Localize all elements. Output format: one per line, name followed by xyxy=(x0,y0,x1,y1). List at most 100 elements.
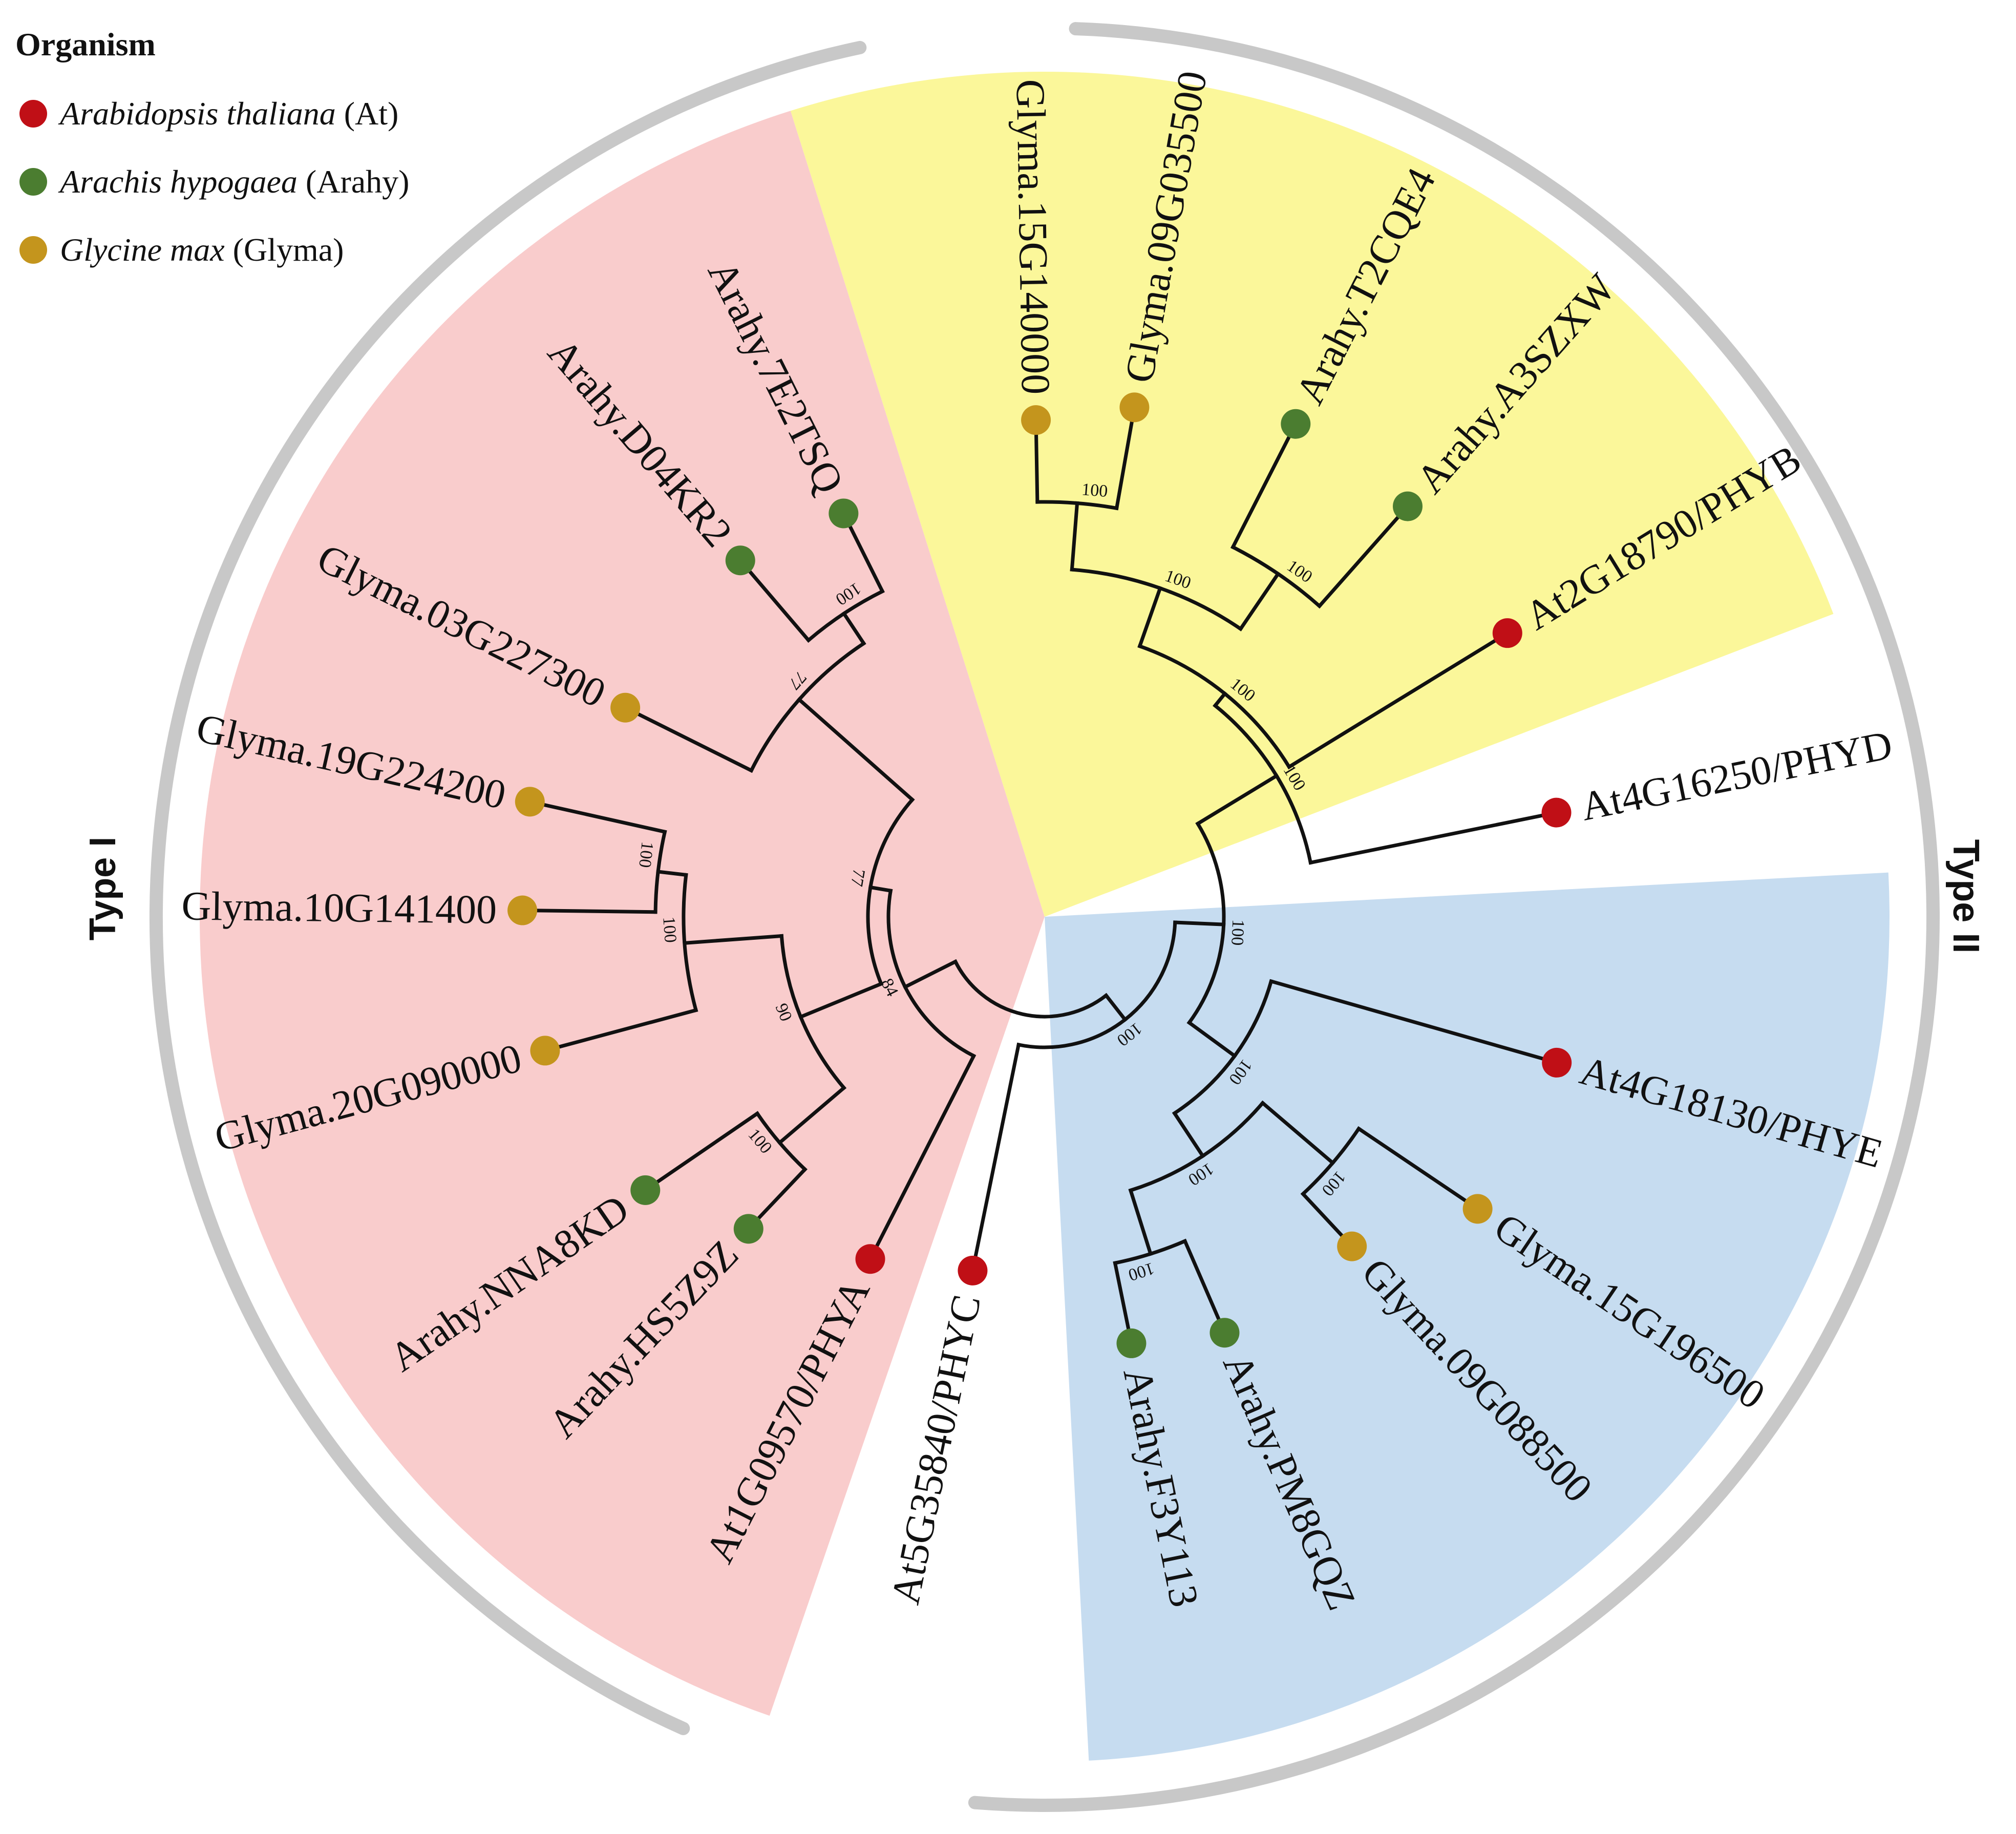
legend-item-arachis: Arachis hypogaea (Arahy) xyxy=(19,163,409,200)
branch-arc-n_legume_b xyxy=(1070,567,1243,631)
branch-n_g15_g09 xyxy=(1070,501,1079,572)
tip-dot-l9 xyxy=(725,545,755,576)
tip-dot-l21 xyxy=(1116,1328,1147,1358)
type-two-arc xyxy=(968,22,1940,1812)
branch-n_typeI xyxy=(868,885,893,893)
tip-dot-l13 xyxy=(1281,409,1311,439)
tip-dot-l16 xyxy=(1541,797,1572,828)
branch-arc-n_b_d xyxy=(1213,703,1313,865)
branch-n_hs_nn xyxy=(777,1085,847,1146)
legend-gap xyxy=(336,95,344,132)
branch-n_d04_7e2 xyxy=(841,611,866,646)
branch-arc-n_typeI xyxy=(866,797,915,986)
tip-dot-l7 xyxy=(515,787,545,817)
branch-l14 xyxy=(1317,503,1410,609)
tip-dot-l2 xyxy=(855,1244,885,1274)
branch-n_g20 xyxy=(683,934,784,945)
branch-l12 xyxy=(1114,405,1137,511)
legend-code-glycine: (Glyma) xyxy=(233,231,344,268)
branch-n_typeII xyxy=(1173,920,1226,926)
branch-l15 xyxy=(1286,630,1510,770)
branch-arc-n_typeII xyxy=(1186,821,1226,1025)
tip-dot-l17 xyxy=(1542,1047,1572,1078)
legend-item-arabidopsis: Arabidopsis thaliana (At) xyxy=(19,95,398,132)
tip-dot-l3 xyxy=(733,1214,763,1244)
tip-dot-l6 xyxy=(507,895,538,925)
tip-dot-l8 xyxy=(610,692,641,723)
type-one-label: Type I xyxy=(82,837,123,941)
branch-arc-n_legume_e xyxy=(1128,1100,1265,1193)
branch-arc-n_g10_g19 xyxy=(653,830,667,914)
branch-n_legume_e xyxy=(1172,1110,1205,1158)
branch-arc-n_g15b_g09b xyxy=(1300,1126,1362,1197)
legend-title: Organism xyxy=(15,26,156,62)
branch-n_legume_b xyxy=(1137,586,1163,649)
support-value: 100 xyxy=(1081,480,1109,501)
tip-label: Glyma.10G141400 xyxy=(181,883,497,933)
tip-dot-l18 xyxy=(1462,1194,1493,1224)
branch-arc-n_arahy_grp xyxy=(779,934,847,1091)
branch-l16 xyxy=(1308,810,1559,865)
legend-dot-arabidopsis xyxy=(19,100,47,128)
svg-text:Arachis hypogaea (Arahy): Arachis hypogaea (Arahy) xyxy=(58,163,409,200)
legend-name-glycine: Glycine max xyxy=(60,231,225,268)
branch-n_b_d xyxy=(1195,773,1279,827)
tip-dot-l11 xyxy=(1021,405,1051,435)
branch-n_phyb_grp xyxy=(1213,691,1227,708)
branch-l4 xyxy=(643,1111,760,1193)
legend-gap xyxy=(298,163,306,200)
branch-l18 xyxy=(1356,1126,1480,1212)
tip-dot-l4 xyxy=(630,1175,661,1205)
branch-l7 xyxy=(527,799,667,834)
branch-n_pm_f3 xyxy=(1128,1188,1153,1256)
tip-label: Glyma.15G140000 xyxy=(1007,79,1058,395)
branch-arc-n_t2_a3 xyxy=(1230,544,1322,609)
branch-arc-n_pm_f3 xyxy=(1113,1238,1187,1266)
branch-n_phya xyxy=(902,959,958,989)
branch-l17 xyxy=(1269,979,1559,1065)
clade-phye-background xyxy=(1045,872,1890,1761)
branch-l8 xyxy=(623,705,754,773)
branch-n_g10_g19 xyxy=(656,870,688,877)
branch-n_g03 xyxy=(796,697,915,803)
branch-l9 xyxy=(737,558,811,643)
type-two-label: Type II xyxy=(1945,839,1986,954)
support-value: 100 xyxy=(1227,919,1247,946)
organism-legend: Organism Arabidopsis thaliana (At) Arach… xyxy=(15,26,409,268)
branch-arc-n_g15_g09 xyxy=(1035,500,1119,511)
group-arc-layer xyxy=(150,22,1940,1812)
legend-item-glycine: Glycine max (Glyma) xyxy=(19,231,344,268)
type-one-arc xyxy=(150,40,867,1735)
legend-dot-arachis xyxy=(19,168,47,196)
branch-n_t2_a3 xyxy=(1238,571,1281,631)
tip-dot-l15 xyxy=(1492,618,1522,648)
tip-dot-l19 xyxy=(1337,1231,1367,1261)
branch-l6 xyxy=(520,908,657,914)
tip-label: At4G16250/PHYD xyxy=(1577,722,1896,829)
branch-arc-n_g03 xyxy=(749,641,866,773)
branch-arc-n_phye_c xyxy=(1016,920,1177,1049)
branch-n_phye_c xyxy=(1104,993,1128,1022)
support-value: 77 xyxy=(847,868,868,888)
branch-l2 xyxy=(867,1053,977,1261)
branch-arc-n_d04_7e2 xyxy=(805,588,885,643)
branch-arc-root xyxy=(953,959,1109,1019)
legend-code-arabidopsis: (At) xyxy=(344,95,399,132)
legend-code-arachis: (Arahy) xyxy=(306,163,410,200)
branch-l5 xyxy=(543,1008,698,1053)
legend-gap xyxy=(225,231,233,268)
tip-dot-l12 xyxy=(1119,392,1150,423)
legend-name-arachis: Arachis hypogaea xyxy=(58,163,298,200)
legend-dot-glycine xyxy=(19,236,47,264)
svg-text:Arabidopsis thaliana (At): Arabidopsis thaliana (At) xyxy=(58,95,398,132)
support-value: 100 xyxy=(635,840,657,869)
branch-l20 xyxy=(1182,1238,1227,1335)
branch-arc-n_g20 xyxy=(682,873,698,1013)
tip-dot-l20 xyxy=(1209,1318,1240,1348)
branch-n_phye_grp xyxy=(1186,1020,1238,1059)
svg-text:Glycine max (Glyma): Glycine max (Glyma) xyxy=(60,231,344,268)
branch-l13 xyxy=(1230,421,1299,550)
clade-phyb-background xyxy=(790,72,1834,917)
branch-n_arahy_grp xyxy=(798,981,884,1020)
